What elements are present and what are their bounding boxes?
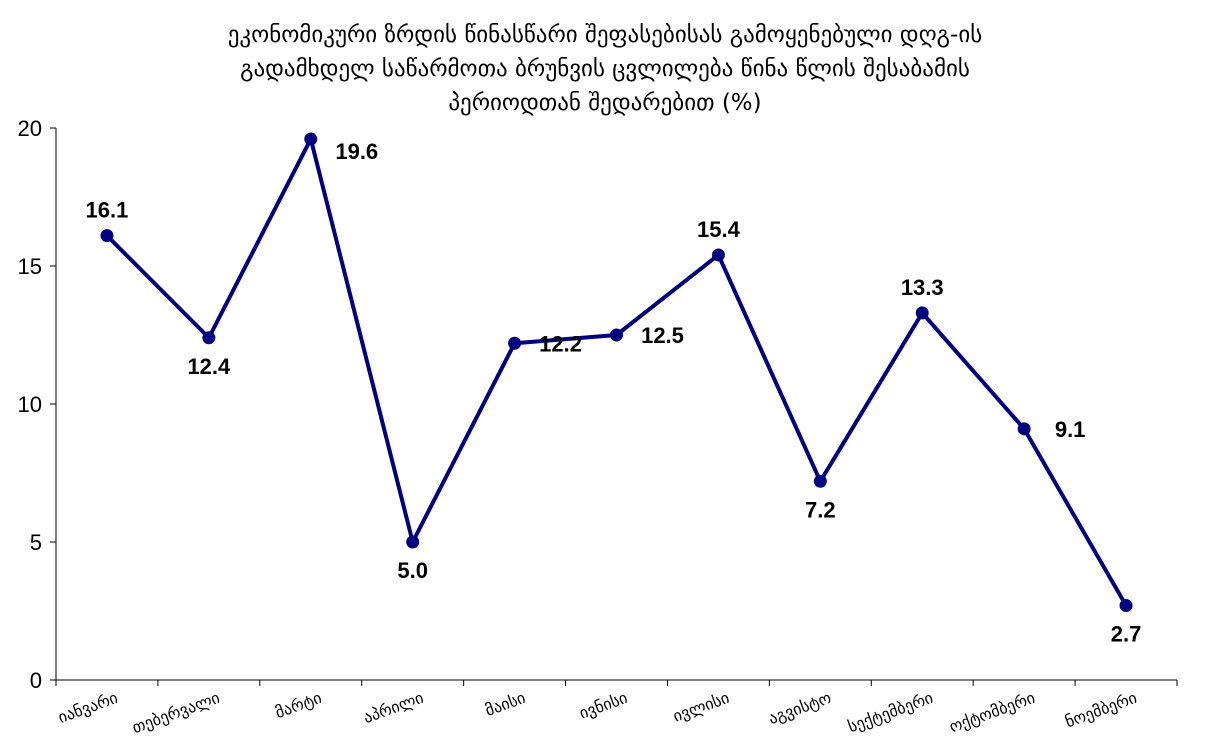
chart-title-line-1: ეკონომიკური ზრდის წინასწარი შეფასებისას … [228,22,983,48]
x-axis-ticks: იანვარი თებერვალი მარტი აპრილი მაისი ივნისი ივ… [55,680,1178,737]
y-tick-label: 0 [30,668,42,693]
x-tick-label: ოქტომბერი [947,688,1038,737]
x-tick-label: იანვარი [55,688,120,727]
data-label: 5.0 [397,558,428,583]
x-tick-label: თებერვალი [130,688,223,737]
data-point [813,474,827,488]
data-label: 13.3 [901,275,944,300]
y-tick-label: 20 [18,116,42,141]
y-tick-label: 15 [18,254,42,279]
data-point [1017,422,1031,436]
chart-title-line-2: გადამხდელ საწარმოთა ბრუნვის ცვლილება წინ… [240,56,970,82]
data-point [711,248,725,262]
series-line [105,137,1128,607]
data-label: 9.1 [1055,417,1086,442]
data-label: 16.1 [86,198,129,223]
x-tick-label: აპრილი [361,688,426,727]
x-tick-label: ნოემბერი [1063,688,1140,731]
y-axis-ticks: 0 5 10 15 20 [18,116,56,693]
x-tick-label: მაისი [483,688,528,720]
data-label: 7.2 [805,497,836,522]
data-label: 12.4 [187,354,231,379]
chart-title: ეკონომიკური ზრდის წინასწარი შეფასებისას … [228,22,983,116]
data-point [100,229,114,243]
data-point [1119,598,1133,612]
y-tick-label: 10 [18,392,42,417]
y-tick-label: 5 [30,530,42,555]
data-label: 19.6 [335,139,378,164]
data-label: 12.5 [641,323,684,348]
x-tick-label: სექტემბერი [845,688,935,736]
data-point [508,336,522,350]
x-tick-label: ივლისი [670,688,731,726]
x-tick-label: აგვისტო [766,688,834,728]
data-label: 12.2 [539,331,582,356]
data-point [406,535,420,549]
x-tick-label: ივნისი [577,688,630,723]
data-point [202,331,216,345]
series-markers [100,132,1133,612]
x-tick-label: მარტი [273,688,325,722]
data-point [304,132,318,146]
data-label: 15.4 [697,217,741,242]
data-label: 2.7 [1111,621,1142,646]
data-labels: 16.1 12.4 19.6 5.0 12.2 12.5 15.4 7.2 13.3 9.1 2.7 [86,139,1142,646]
data-point [915,306,929,320]
data-point [610,328,623,342]
chart-title-line-3: პერიოდთან შედარებით (%) [448,90,761,116]
